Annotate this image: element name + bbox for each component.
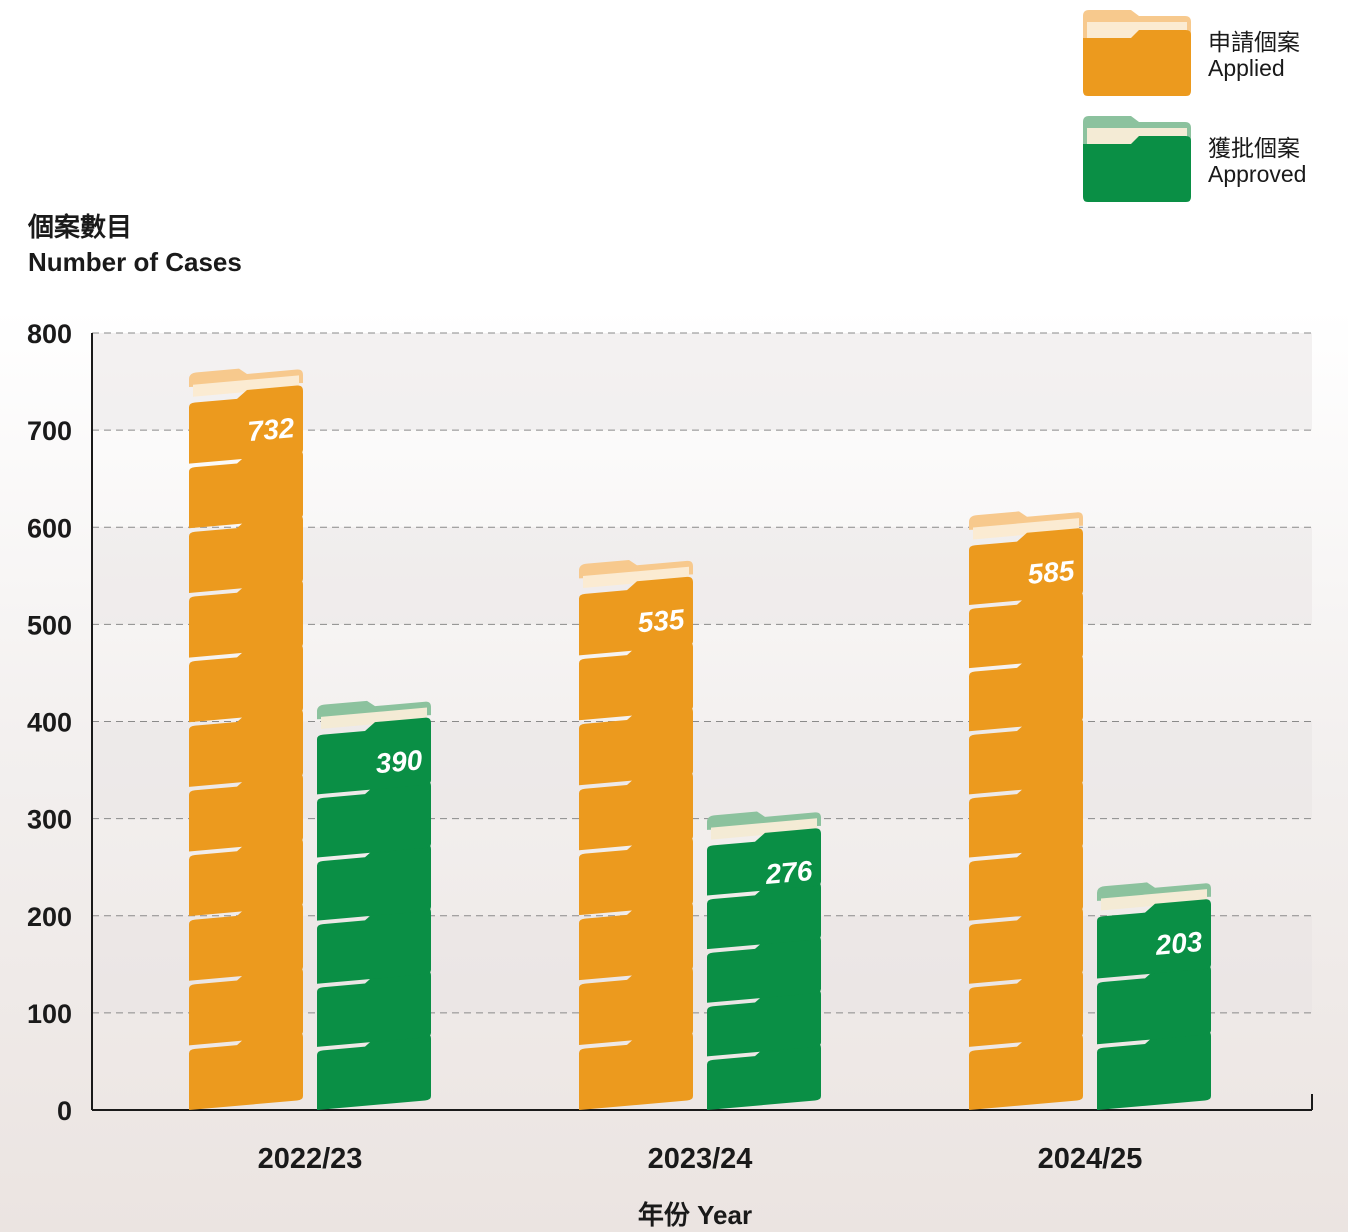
folder-front	[189, 708, 303, 787]
folder-front	[707, 989, 821, 1057]
folder-front	[707, 828, 821, 896]
data-label: 203	[1153, 926, 1204, 961]
folder-paper	[321, 707, 427, 729]
folder-front	[189, 967, 303, 1046]
folder-icon	[969, 511, 1083, 605]
y-tick-label: 500	[27, 610, 72, 640]
folder-paper	[711, 818, 817, 840]
y-tick-label: 800	[27, 319, 72, 349]
folder-front	[189, 644, 303, 723]
legend-label-en: Applied	[1208, 55, 1285, 81]
folder-icon	[317, 700, 431, 795]
folder-icon	[579, 559, 693, 656]
folder-paper	[1101, 889, 1207, 911]
legend-label-cn: 獲批個案	[1208, 135, 1300, 161]
y-tick-label: 400	[27, 708, 72, 738]
folder-paper	[973, 518, 1079, 540]
folder-icon	[1097, 882, 1211, 979]
folder-front	[579, 771, 693, 851]
folder-front	[189, 1031, 303, 1110]
folder-front	[317, 970, 431, 1047]
folder-front	[1097, 899, 1211, 979]
data-label: 390	[374, 744, 424, 779]
folder-front	[579, 641, 693, 721]
y-tick-label: 300	[27, 805, 72, 835]
x-tick-label: 2022/23	[258, 1143, 363, 1175]
y-tick-labels: 0 100 200 300 400 500 600 700 800	[27, 319, 72, 1126]
data-label: 535	[636, 603, 686, 638]
y-axis-label-en: Number of Cases	[28, 247, 242, 277]
bar-approved-2023-24: 276	[707, 811, 821, 1110]
folder-front	[969, 717, 1083, 795]
folder-front	[707, 882, 821, 950]
x-tick-labels: 2022/23 2023/24 2024/25	[258, 1143, 1143, 1175]
folder-paper	[583, 566, 689, 589]
bars: 732 390 535 276 585 203	[189, 368, 1211, 1110]
folder-front	[579, 576, 693, 656]
folder-front	[579, 706, 693, 786]
folder-front	[189, 450, 303, 529]
folder-front	[969, 970, 1083, 1047]
folder-front	[317, 843, 431, 921]
legend-label-en: Approved	[1208, 161, 1306, 187]
folder-front	[189, 579, 303, 658]
folder-front	[189, 385, 303, 464]
y-tick-label: 100	[27, 999, 72, 1029]
legend-folder-front	[1083, 136, 1191, 202]
folder-front	[969, 528, 1083, 605]
folder-front	[317, 780, 431, 858]
folder-front	[189, 514, 303, 593]
data-label: 585	[1026, 555, 1076, 590]
folder-front	[969, 843, 1083, 921]
x-axis-label: 年份 Year	[638, 1200, 752, 1230]
bar-applied-2022-23: 732	[189, 368, 303, 1110]
bar-applied-2024-25: 585	[969, 511, 1083, 1110]
folder-front	[317, 1033, 431, 1110]
y-tick-label: 200	[27, 902, 72, 932]
folder-front	[707, 1042, 821, 1110]
folder-front	[317, 717, 431, 795]
axes	[91, 333, 1313, 1111]
folder-front	[969, 1033, 1083, 1110]
folder-front	[189, 773, 303, 852]
data-label: 276	[763, 855, 814, 890]
folder-paper	[193, 375, 299, 397]
y-axis-label-cn: 個案數目	[27, 212, 132, 242]
folder-front	[579, 1031, 693, 1110]
folder-front	[1097, 1030, 1211, 1110]
folder-front	[969, 907, 1083, 984]
folder-front	[579, 836, 693, 916]
x-tick-label: 2024/25	[1038, 1143, 1143, 1175]
folder-front	[969, 780, 1083, 858]
folder-front	[579, 966, 693, 1046]
folder-front	[707, 935, 821, 1003]
bar-approved-2024-25: 203	[1097, 882, 1211, 1110]
y-tick-label: 0	[57, 1096, 72, 1126]
folder-icon	[707, 811, 821, 896]
folder-icon	[189, 368, 303, 464]
folder-front	[189, 902, 303, 981]
folder-front	[969, 591, 1083, 669]
x-tick-label: 2023/24	[648, 1143, 753, 1175]
folder-front	[1097, 965, 1211, 1045]
folder-front	[189, 837, 303, 917]
folder-front	[317, 907, 431, 984]
y-tick-label: 700	[27, 416, 72, 446]
bar-approved-2022-23: 390	[317, 700, 431, 1110]
legend-folder-front	[1083, 30, 1191, 96]
folder-front	[579, 901, 693, 981]
y-tick-label: 600	[27, 513, 72, 543]
legend-label-cn: 申請個案	[1208, 29, 1300, 55]
data-label: 732	[246, 412, 296, 447]
folder-front	[969, 654, 1083, 732]
bar-applied-2023-24: 535	[579, 559, 693, 1110]
